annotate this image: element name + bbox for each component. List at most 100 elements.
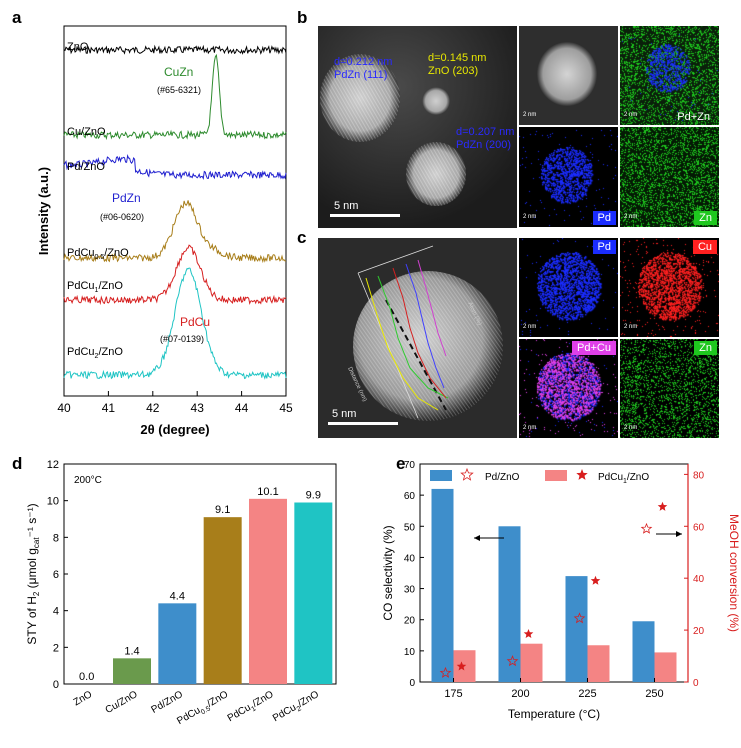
co-y2-axis-label: MeOH conversion (%) <box>727 514 741 632</box>
xrd-series-line <box>63 53 287 141</box>
co-y2-tick-label: 20 <box>693 626 705 637</box>
hrtem-annot-pdzn200: d=0.207 nm PdZn (200) <box>456 126 515 151</box>
xrd-label-pdcu1-zno: PdCu1/ZnO <box>67 280 123 294</box>
sty-x-tick-label: Cu/ZnO <box>104 689 140 716</box>
co-star-pdcu <box>657 501 668 511</box>
eds-label-cu-c: Cu <box>692 240 717 254</box>
sty-bar <box>294 502 333 684</box>
right-axis-arrow-icon <box>656 531 682 537</box>
sty-x-tick-label: PdCu2/ZnO <box>271 689 322 726</box>
sty-y-tick-label: 0 <box>53 679 59 691</box>
xrd-tick-label: 43 <box>191 401 205 415</box>
eds-dots-pdcu-c <box>519 339 618 438</box>
legend-swatch-pdcu-bar <box>545 470 567 481</box>
hrtem-annot-zno203: d=0.145 nm ZnO (203) <box>428 52 487 77</box>
sty-value-label: 1.4 <box>124 645 139 657</box>
eds-map-zn-b: 2 nm Zn <box>620 127 719 227</box>
legend-label-pdcu: PdCu1/ZnO <box>598 472 649 485</box>
co-y-tick-label: 0 <box>409 678 415 689</box>
mini-scale-b3: 2 nm <box>523 214 537 220</box>
sty-y-tick-label: 12 <box>47 459 59 471</box>
eds-label-pdzn-b: Pd+Zn <box>677 111 710 123</box>
co-x-tick-label: 175 <box>444 688 462 700</box>
co-star-pdcu <box>456 661 467 671</box>
eds-dots-zn-c <box>620 339 719 438</box>
sty-y-tick-label: 2 <box>53 642 59 654</box>
haadf-particle-b <box>537 42 597 106</box>
panel-label-e: e <box>396 454 406 473</box>
hrtem-particles-b <box>318 26 517 228</box>
xrd-x-axis-label: 2θ (degree) <box>140 422 209 437</box>
co-bar-pd <box>632 621 655 682</box>
xrd-tick-label: 40 <box>57 401 71 415</box>
sty-bar <box>113 658 151 684</box>
co-x-axis-label: Temperature (°C) <box>508 707 600 721</box>
xrd-annot-pdcu-ref: (#07-0139) <box>160 334 204 344</box>
hrtem-annot-pdzn111: d=0.212 nm PdZn (111) <box>334 56 393 81</box>
eds-map-cu-c: 2 nm Cu <box>620 238 719 337</box>
co-y-tick-label: 60 <box>404 491 416 502</box>
haadf-linescan-c: Distance (nm) Atom (%) <box>318 238 517 438</box>
xrd-tick-label: 44 <box>235 401 249 415</box>
co-meoh-chart: 0 10 20 30 40 50 60 70 0 20 40 60 80 175 200 225 250 T… <box>381 460 741 721</box>
eds-label-pd-c: Pd <box>592 240 616 254</box>
xrd-label-cu-zno: Cu/ZnO <box>67 126 106 138</box>
co-y2-tick-label: 60 <box>693 522 705 533</box>
xrd-annot-pdzn-ref: (#06-0620) <box>100 212 144 222</box>
xrd-chart: 40 41 42 43 44 45 2θ (degree) Intensity (a.u.… <box>36 25 293 437</box>
xrd-label-pdcu05-zno: PdCu0.5/ZnO <box>67 247 129 261</box>
eds-dots-cu-c <box>620 238 719 337</box>
sty-value-label: 4.4 <box>170 590 185 602</box>
mini-scale-c1: 2 nm <box>523 324 537 330</box>
xrd-annot-cuzn: CuZn <box>164 65 193 79</box>
eds-label-pd-b: Pd <box>592 211 616 225</box>
eds-label-zn-c: Zn <box>694 341 717 355</box>
co-bar-pd <box>431 488 454 682</box>
co-y2-tick-label: 0 <box>693 678 699 689</box>
sty-y-tick-label: 6 <box>53 569 59 581</box>
co-y2-ticks: 0 20 40 60 80 <box>684 470 705 689</box>
co-bar-pdcu <box>520 643 543 682</box>
co-star-pdcu <box>523 629 534 638</box>
xrd-label-pdcu2-zno: PdCu2/ZnO <box>67 346 123 360</box>
eds-map-pd-b: 2 nm Pd <box>519 127 618 227</box>
co-star-pd <box>573 612 586 624</box>
legend-star-pdcu-icon <box>576 469 588 480</box>
co-y-tick-label: 70 <box>404 460 416 471</box>
mini-scale-b2: 2 nm <box>624 112 638 118</box>
eds-map-pdzn-b: 2 nm Pd+Zn <box>620 26 719 125</box>
xrd-tick-label: 41 <box>102 401 116 415</box>
sty-bar <box>203 517 242 684</box>
xrd-series-line <box>63 244 287 306</box>
sty-y-tick-label: 8 <box>53 532 59 544</box>
eds-label-zn-b: Zn <box>694 211 717 225</box>
sty-value-label: 0.0 <box>79 671 94 683</box>
eds-dots-pd-c <box>519 238 618 337</box>
panel-label-a: a <box>12 8 22 27</box>
sty-x-tick-label: PdCu1/ZnO <box>226 689 277 726</box>
scale-bar-b <box>330 214 400 217</box>
co-y-tick-label: 30 <box>404 585 416 596</box>
sty-y-axis-label: STY of H2 (μmol gcat⁻¹ s⁻¹) <box>25 503 41 644</box>
mini-scale-c4: 2 nm <box>624 425 638 431</box>
xrd-series-line <box>63 44 287 55</box>
co-x-tick-label: 225 <box>578 688 596 700</box>
xrd-series-line <box>63 154 287 180</box>
mini-scale-c3: 2 nm <box>523 425 537 431</box>
mini-scale-b1: 2 nm <box>523 112 537 118</box>
co-y-tick-label: 10 <box>404 647 416 658</box>
co-legend: Pd/ZnO PdCu1/ZnO <box>430 467 649 485</box>
sty-x-tick-label: PdCu0.5/ZnO <box>175 689 231 729</box>
xrd-tick-label: 42 <box>146 401 160 415</box>
co-star-pdcu <box>590 575 601 585</box>
xrd-series-line <box>63 267 287 380</box>
co-star-pd <box>439 666 452 678</box>
co-y-tick-label: 50 <box>404 522 416 533</box>
xrd-series <box>63 44 287 380</box>
sty-bars: 0.0 1.4 4.4 9.1 10.1 9.9 <box>79 486 333 684</box>
co-y-tick-label: 40 <box>404 553 416 564</box>
sty-y-tick-label: 10 <box>47 496 59 508</box>
panel-label-b: b <box>297 8 308 27</box>
co-x-tick-label: 200 <box>511 688 529 700</box>
xrd-y-axis-label: Intensity (a.u.) <box>36 167 51 255</box>
